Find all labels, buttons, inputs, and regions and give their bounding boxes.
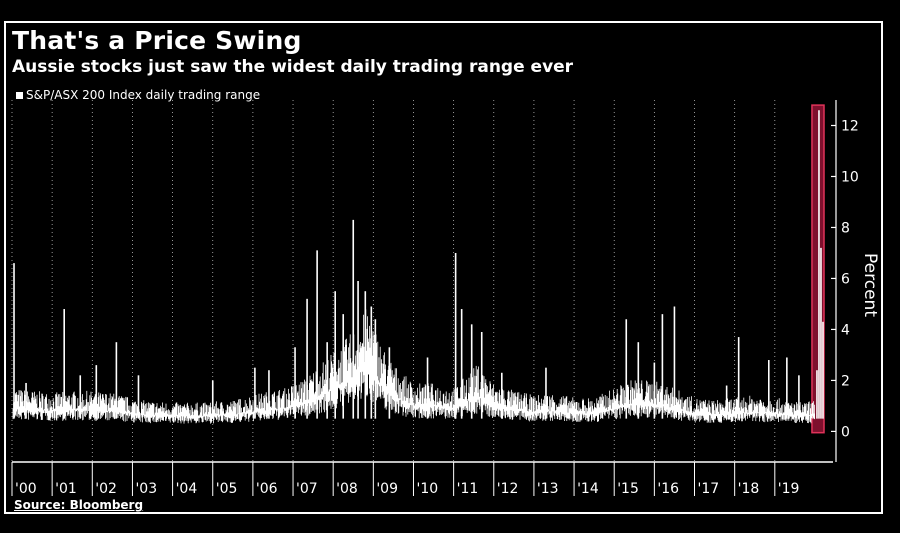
x-tick-label: '17: [698, 481, 720, 497]
y-tick-label: 6: [841, 271, 850, 287]
x-tick-label: '09: [376, 481, 398, 497]
y-axis-label: Percent: [860, 253, 880, 317]
source-note: Source: Bloomberg: [14, 498, 144, 512]
x-tick-label: '18: [738, 481, 760, 497]
x-tick-label: '11: [457, 481, 479, 497]
series-area: [12, 110, 824, 424]
x-tick-label: '07: [296, 481, 318, 497]
y-tick-label: 10: [841, 169, 859, 185]
y-tick-label: 2: [841, 373, 850, 389]
x-tick-label: '10: [416, 481, 438, 497]
chart-subtitle: Aussie stocks just saw the widest daily …: [12, 57, 574, 77]
y-tick-label: 8: [841, 220, 850, 236]
y-axis: 0 2 4 6 8 10 12: [831, 100, 859, 462]
legend-swatch: [16, 91, 23, 99]
x-tick-label: '08: [336, 481, 358, 497]
x-tick-label: '06: [256, 481, 278, 497]
legend: S&P/ASX 200 Index daily trading range: [16, 88, 260, 102]
series-range-texture: [12, 309, 815, 424]
y-tick-label: 12: [841, 118, 859, 134]
x-axis: '00 '01 '02 '03 '04 '05 '06 '07 '08 '09 '10 '11 '12 '…: [11, 461, 833, 497]
legend-label: S&P/ASX 200 Index daily trading range: [26, 88, 261, 102]
y-tick-label: 4: [841, 322, 850, 338]
x-tick-label: '15: [617, 481, 639, 497]
x-tick-label: '19: [778, 481, 800, 497]
x-tick-label: '04: [176, 481, 198, 497]
x-tick-label: '14: [577, 481, 599, 497]
x-tick-label: '16: [657, 481, 679, 497]
x-tick-label: '01: [55, 481, 77, 497]
chart-grid: [11, 100, 776, 462]
x-tick-label: '03: [135, 481, 157, 497]
x-tick-label: '05: [216, 481, 238, 497]
x-tick-label: '02: [95, 481, 117, 497]
y-tick-label: 0: [841, 424, 850, 440]
chart-frame: [4, 21, 883, 514]
chart-title: That's a Price Swing: [12, 26, 302, 55]
x-tick-label: '00: [15, 481, 37, 497]
x-tick-label: '13: [537, 481, 559, 497]
x-tick-label: '12: [497, 481, 519, 497]
